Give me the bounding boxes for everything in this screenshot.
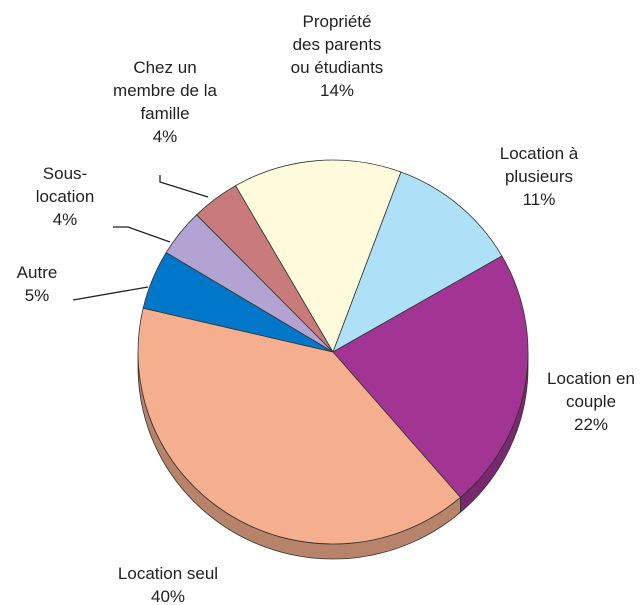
- leader-line: [72, 286, 149, 301]
- slice: [332, 255, 529, 498]
- value-label: 5%: [24, 286, 50, 305]
- value-label: 22%: [573, 415, 609, 434]
- category-label: Autre: [16, 263, 58, 282]
- leader-line: [113, 226, 171, 243]
- category-label: Location en couple: [547, 369, 635, 411]
- slice: [234, 159, 402, 353]
- value-label: 40%: [150, 587, 186, 605]
- category-label: Sous-location: [35, 164, 95, 206]
- value-label: 11%: [522, 190, 556, 209]
- slice-label: Sous-location 4%: [30, 162, 100, 231]
- slice-label: Location seul 40%: [93, 562, 243, 605]
- category-label: Location à plusieurs: [499, 144, 579, 186]
- slice-label: Propriété des parents ou étudiants 14%: [290, 10, 385, 102]
- slice-label: Location en couple 22%: [544, 367, 639, 436]
- value-label: 14%: [319, 81, 355, 100]
- value-label: 4%: [52, 210, 78, 229]
- slice: [195, 185, 334, 353]
- slice-label: Autre 5%: [7, 261, 67, 307]
- slice-label: Chez un membre de la famille 4%: [113, 56, 218, 148]
- slice-label: Location à plusieurs 11%: [479, 142, 599, 211]
- category-label: Location seul: [117, 564, 219, 583]
- slice: [332, 171, 503, 353]
- leader-line: [159, 175, 209, 198]
- category-label: Propriété des parents ou étudiants: [290, 12, 384, 77]
- slice: [137, 307, 461, 545]
- category-label: Chez un membre de la famille: [113, 58, 217, 123]
- value-label: 4%: [152, 127, 178, 146]
